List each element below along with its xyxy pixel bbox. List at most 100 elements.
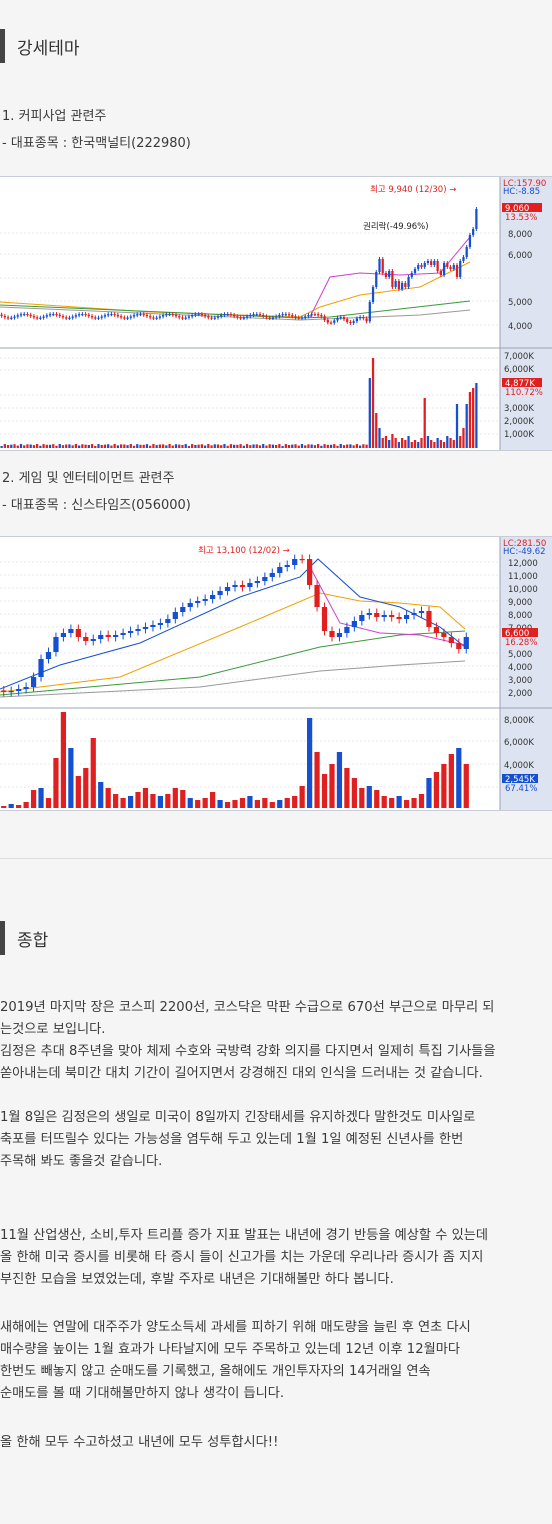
chart1-volume-bar: [281, 445, 284, 448]
chart2-candle: [329, 631, 335, 637]
chart1-volume-bar: [65, 444, 68, 448]
chart1-candle: [152, 317, 155, 319]
chart1-candle: [136, 314, 139, 316]
chart1-volume-bar: [410, 442, 413, 448]
chart1-volume-bar: [39, 445, 42, 448]
chart1-tick-3: 4,000: [508, 322, 532, 332]
chart1-candle: [433, 261, 436, 265]
chart2-volume-bar: [284, 798, 290, 808]
chart1-volume-bar: [355, 444, 359, 448]
chart1-volume-bar: [430, 440, 433, 448]
chart2-candle: [195, 601, 201, 603]
chart2-volume-bar: [433, 772, 440, 808]
chart1-candle: [6, 317, 10, 319]
chart1-candle: [352, 321, 355, 323]
chart1-candle: [349, 321, 352, 324]
summary-paragraph-2: 김정은 추대 8주년을 맞아 체제 수호와 국방력 강화 의지를 다지면서 일제…: [0, 1041, 552, 1085]
chart1-volume-bar: [388, 440, 391, 448]
chart2-candle: [433, 627, 440, 633]
chart2-candle: [389, 615, 395, 617]
chart1-candle: [187, 316, 191, 318]
chart1-candle: [0, 314, 3, 316]
chart1-candle: [304, 316, 307, 318]
chart2-volume-bar: [396, 796, 402, 808]
chart1-candle: [74, 315, 78, 317]
chart1-volume-bar: [233, 444, 236, 448]
chart2-volume-bar: [426, 778, 432, 808]
chart2-lc: LC:281.50: [503, 539, 546, 549]
chart1-volume-bar: [129, 444, 132, 448]
chart1-candle: [462, 257, 465, 261]
chart2-volume-bar: [232, 800, 238, 808]
chart1-volume-bar: [326, 444, 329, 448]
chart2-volume-bar: [441, 764, 447, 808]
chart1-candle: [107, 314, 110, 316]
chart1-volume-bar: [119, 444, 123, 448]
chart1-candle: [333, 320, 336, 323]
chart1-candle: [200, 314, 203, 316]
chart2-volume-bar: [113, 794, 119, 808]
chart2-candle: [1, 690, 7, 692]
chart1-candle: [320, 315, 323, 317]
chart2-candle: [306, 559, 313, 585]
chart1-volume-bar: [213, 444, 216, 448]
chart1-volume-bar: [139, 444, 142, 448]
chart1-candle: [281, 314, 284, 316]
chart1-volume-bar: [262, 444, 265, 448]
chart1-volume-bar: [187, 445, 191, 448]
chart2-candle: [75, 629, 81, 637]
chart2-candle: [366, 613, 372, 615]
chart1-volume-bar: [103, 444, 107, 448]
chart1-volume-bar: [468, 392, 472, 448]
chart2-volume-bar: [127, 796, 134, 808]
chart1-volume-bar: [339, 444, 342, 448]
chart2-volume-bar: [1, 806, 7, 808]
chart1-candle: [455, 265, 459, 277]
chart1-candle: [65, 317, 68, 319]
chart2-volume-bar: [411, 798, 417, 808]
chart2-volume-bar: [98, 782, 104, 808]
chart2-ma-green: [0, 630, 466, 696]
chart1-volume-bar: [362, 444, 365, 448]
chart1-volume-bar: [71, 445, 74, 448]
chart1-candle: [346, 319, 349, 322]
chart1-volume-bar: [178, 444, 181, 448]
chart1-vtick-5: 1,000K: [504, 430, 534, 440]
chart1-volume-bar: [113, 444, 116, 448]
chart1-candle: [61, 316, 65, 318]
chart1-candle: [233, 314, 236, 317]
chart1-volume-bar: [68, 444, 71, 448]
chart2-hc: HC:-49.62: [503, 547, 546, 557]
chart1-volume-bar: [313, 445, 317, 448]
chart1-vtick-3: 3,000K: [504, 404, 534, 414]
summary-paragraph-5: 새해에는 연말에 대주주가 양도소득세 과세를 피하기 위해 매도량을 늘린 후…: [0, 1317, 552, 1405]
chart1-tick-0: 8,000: [508, 230, 532, 240]
summary-line: 주목해 봐도 좋을것 같습니다.: [0, 1154, 163, 1169]
chart1-candle: [229, 314, 233, 316]
chart2-volume-bar: [403, 800, 410, 808]
chart2-candle: [60, 633, 67, 637]
chart1-volume-bar: [333, 444, 336, 448]
chart1-volume-bar: [249, 445, 252, 448]
chart1-candle: [161, 315, 165, 317]
chart2-candle: [321, 607, 328, 631]
chart1-candle: [249, 315, 252, 317]
chart2-volume-bar: [306, 718, 313, 808]
chart1-candle: [404, 283, 407, 287]
theme2-heading: 2. 게임 및 엔터테이먼트 관련주: [2, 471, 175, 486]
chart1-volume-bar: [304, 445, 307, 448]
chart1-candle: [300, 317, 304, 319]
chart1-volume-bar: [10, 444, 13, 448]
stock-chart-2: LC:281.50 HC:-49.62 최고 13,100 (12/02) → …: [0, 536, 552, 811]
chart2-candle: [299, 559, 305, 561]
chart1-ma-green: [0, 300, 471, 319]
chart1-volume-bar: [81, 444, 84, 448]
chart2-volume-bar: [336, 752, 343, 808]
chart1-volume-bar: [349, 444, 352, 448]
chart1-volume-bar: [384, 436, 388, 448]
chart1-volume-bar: [94, 445, 97, 448]
chart1-candle: [87, 314, 90, 317]
chart1-candle: [323, 316, 326, 320]
chart1-volume-bar: [342, 445, 346, 448]
chart1-volume-bar: [126, 445, 129, 448]
